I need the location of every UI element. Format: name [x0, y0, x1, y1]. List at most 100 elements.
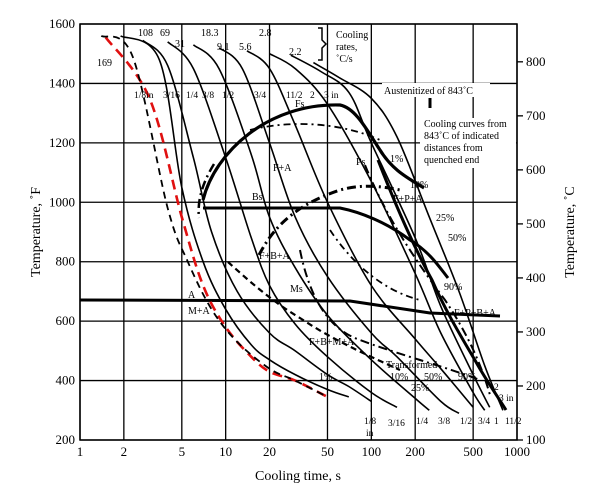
phase-label-a: A — [188, 290, 196, 301]
phase-label-f-b-a: F+B+A — [259, 251, 291, 262]
y-tick-label-c: 100 — [526, 432, 546, 447]
phase-label-90pct: 90% — [444, 282, 462, 293]
cooling-curve — [269, 52, 486, 411]
x-tick-label: 50 — [321, 444, 334, 459]
y-tick-labels-fahrenheit: 200 400 600 800 1000 1200 1400 1600 — [49, 16, 75, 447]
dash-dot-curve-left — [197, 163, 216, 219]
phase-label-f-p-b-a: F+P+B+A — [454, 308, 497, 319]
cooling-curves-note-line4: quenched end — [424, 155, 479, 166]
x-tick-label: 5 — [179, 444, 186, 459]
phase-label-50pct: 50% — [448, 233, 466, 244]
bainite-transformation-band — [203, 206, 450, 279]
x-tick-label: 100 — [362, 444, 382, 459]
distance-label-1-1-2: 11/2 — [286, 91, 303, 101]
y-tick-label-c: 400 — [526, 270, 546, 285]
bainite-start-curve — [257, 184, 401, 256]
cooling-curve — [142, 39, 372, 403]
rate-label-69: 69 — [160, 28, 170, 39]
cooling-curve — [246, 50, 474, 408]
phase-label-m-a: M+A — [188, 306, 211, 317]
distance-label-1-2: 1/2 — [222, 91, 234, 101]
y-tick-label-c: 500 — [526, 216, 546, 231]
y-tick-label-c: 600 — [526, 162, 546, 177]
phase-label-bs: Bs — [252, 192, 263, 203]
austenite-boundary-line — [80, 298, 501, 318]
austenitized-label: Austenitized of 843˚C — [384, 86, 473, 97]
bottom-distance-3-4: 3/4 — [478, 417, 490, 427]
y-axis-title-left: Temperature, ˚F — [29, 187, 44, 277]
phase-label-ps: Ps — [356, 157, 366, 168]
bottom-distance-1-8: 1/8 — [364, 417, 376, 427]
bottom-distance-1-4: 1/4 — [416, 417, 428, 427]
phase-label-10pct: 10% — [410, 180, 428, 191]
phase-label-f-b-m-a: F+B+M+A — [309, 337, 355, 348]
bottom-distance-in: in — [366, 429, 374, 439]
x-tick-label: 200 — [405, 444, 425, 459]
x-tick-label: 2 — [121, 444, 128, 459]
rate-label-2-2: 2.2 — [289, 47, 302, 58]
x-tick-label: 10 — [219, 444, 232, 459]
y-tick-label-f: 1000 — [49, 194, 75, 209]
x-tick-labels: 1 2 5 10 20 50 100 200 500 1000 — [77, 444, 530, 459]
phase-label-f-p-a: F+P+A — [393, 194, 423, 205]
y-tick-label-f: 1600 — [49, 16, 75, 31]
dash-dot-curve-50pct — [299, 249, 481, 381]
distance-label-1-4: 1/4 — [186, 91, 198, 101]
y-axis-title-right: Temperature, ˚C — [563, 186, 578, 278]
grid — [79, 23, 523, 441]
cooling-curve-red-dashed — [104, 36, 329, 399]
y-tick-label-f: 400 — [56, 373, 76, 388]
rate-label-18-3: 18.3 — [201, 28, 219, 39]
bottom-distance-3-16: 3/16 — [388, 419, 405, 429]
bottom-distance-3in: 3 in — [499, 394, 514, 404]
cooling-curves-note-line3: distances from — [424, 143, 483, 154]
cooling-curve — [312, 61, 504, 411]
phase-label-1pct: 1% — [390, 154, 403, 165]
distance-label-3in: 3 in — [324, 91, 339, 101]
transformed-50pct: 50% — [424, 372, 442, 383]
distance-label-2: 2 — [310, 91, 315, 101]
phase-label-ms: Ms — [290, 284, 303, 295]
bottom-distance-2: 2 — [494, 383, 499, 393]
x-tick-label: 1 — [77, 444, 84, 459]
dash-dot-curve-lower — [329, 229, 421, 301]
cooling-curve — [290, 54, 491, 408]
transformed-90pct: 90% — [458, 372, 476, 383]
bainite-start-lower-curve — [227, 261, 401, 372]
transformation-boundaries — [80, 103, 508, 411]
transformed-10pct: 10% — [390, 372, 408, 383]
x-tick-label: 20 — [263, 444, 276, 459]
rate-label-31: 31 — [175, 39, 185, 50]
cooling-rates-note-line2: rates, — [336, 42, 357, 53]
x-tick-label: 500 — [463, 444, 483, 459]
distance-label-1-8in: 1/8in — [134, 91, 154, 101]
cooling-curve — [192, 44, 430, 411]
cooling-curve — [218, 47, 460, 414]
y-tick-label-f: 1200 — [49, 135, 75, 150]
rates-brace — [318, 27, 328, 61]
phase-label-f-a: F+A — [273, 163, 292, 174]
phase-label-25pct: 25% — [436, 213, 454, 224]
cooling-rates-note: Cooling — [336, 30, 368, 41]
cooling-curves-note-line2: 843˚C of indicated — [424, 131, 499, 142]
y-tick-label-c: 300 — [526, 324, 546, 339]
distance-label-3-16: 3/16 — [163, 91, 180, 101]
bottom-distance-1-2: 1/2 — [460, 417, 472, 427]
x-tick-label: 1000 — [504, 444, 530, 459]
x-axis-title: Cooling time, s — [255, 469, 341, 484]
y-tick-label-c: 800 — [526, 54, 546, 69]
ferrite-start-curve — [201, 103, 425, 201]
martensite-boundary-curve — [376, 159, 508, 411]
distance-label-3-8: 3/8 — [202, 91, 214, 101]
bottom-distance-3-8: 3/8 — [438, 417, 450, 427]
y-tick-label-f: 1400 — [49, 75, 75, 90]
distance-label-3-4: 3/4 — [254, 91, 266, 101]
y-tick-label-f: 600 — [56, 313, 76, 328]
y-tick-label-c: 700 — [526, 108, 546, 123]
rate-label-169: 169 — [97, 58, 112, 69]
rate-label-108: 108 — [138, 28, 153, 39]
phase-label-1pct-lower: 1% — [319, 372, 332, 383]
y-tick-label-f: 200 — [56, 432, 76, 447]
cooling-rates-note-line3: ˚C/s — [336, 54, 353, 65]
